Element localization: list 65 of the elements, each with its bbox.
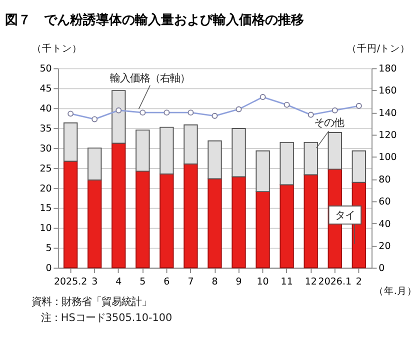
bar [184,164,198,268]
bar [160,126,174,174]
x-tick-label: 2026.1 [318,276,352,288]
bar [112,90,126,144]
y2-axis-title: （千円/トン） [346,42,410,55]
series-label: タイ [334,209,355,222]
series-label: その他 [314,117,344,130]
y-tick-label: 45 [40,84,52,95]
bar [352,150,366,183]
x-tick-label: 9 [236,276,242,288]
bar [208,178,222,268]
x-tick-label: 2025.2 [54,276,88,288]
x-axis-title: （年.月） [374,284,417,297]
y2-tick-label: 20 [378,240,391,252]
y2-tick-label: 80 [378,174,391,186]
y-tick-label: 15 [40,203,52,214]
text: 注：HSコード3505.10-100 [40,312,172,324]
bar [63,122,78,162]
y-tick-label: 10 [40,223,52,234]
bar [232,128,246,178]
chart-title: 図７ でん粉誘導体の輸入量および輸入価格の推移 [4,12,304,28]
bar [160,174,174,268]
x-tick-label: 8 [212,276,218,288]
y2-tick-label: 100 [378,152,397,164]
y-tick-label: 40 [40,103,52,114]
y-tick-label: 5 [46,243,52,254]
y-tick-label: 50 [40,64,52,75]
x-tick-label: 4 [116,276,122,288]
y-tick-label: 25 [40,163,52,174]
bar [232,176,246,268]
bar [88,180,102,268]
y-tick-label: 0 [46,263,52,274]
bar [184,124,198,164]
y-tick-label: 30 [40,143,52,154]
y2-tick-label: 0 [378,263,385,274]
x-tick-label: 12 [304,276,317,288]
bar [112,142,126,268]
y2-tick-label: 160 [378,86,397,97]
y2-tick-label: 140 [378,108,397,119]
x-tick-label: 7 [188,276,194,288]
y-axis-title: （千トン） [32,42,82,55]
bar [136,130,150,172]
x-tick-label: 3 [92,276,98,288]
bar [136,170,150,268]
y2-tick-label: 180 [378,64,397,75]
y-tick-label: 35 [40,123,52,134]
x-tick-label: 10 [256,276,269,288]
y2-tick-label: 60 [378,196,391,208]
y-tick-label: 20 [40,183,52,194]
bar [88,148,102,180]
x-tick-label: 5 [140,276,146,288]
bar [280,184,294,268]
x-tick-label: 11 [280,276,293,288]
text: 資料：財務省「貿易統計」 [31,296,152,308]
bar [63,160,78,268]
bar [256,191,270,268]
y2-tick-label: 40 [378,218,391,230]
bar [256,150,270,192]
text: 輸入価格（右軸） [110,72,190,85]
x-tick-label: 2 [356,276,362,288]
y2-tick-label: 120 [378,130,397,142]
bar [280,142,294,186]
bar [208,140,222,180]
x-tick-label: 6 [164,276,170,288]
bar [304,174,318,268]
